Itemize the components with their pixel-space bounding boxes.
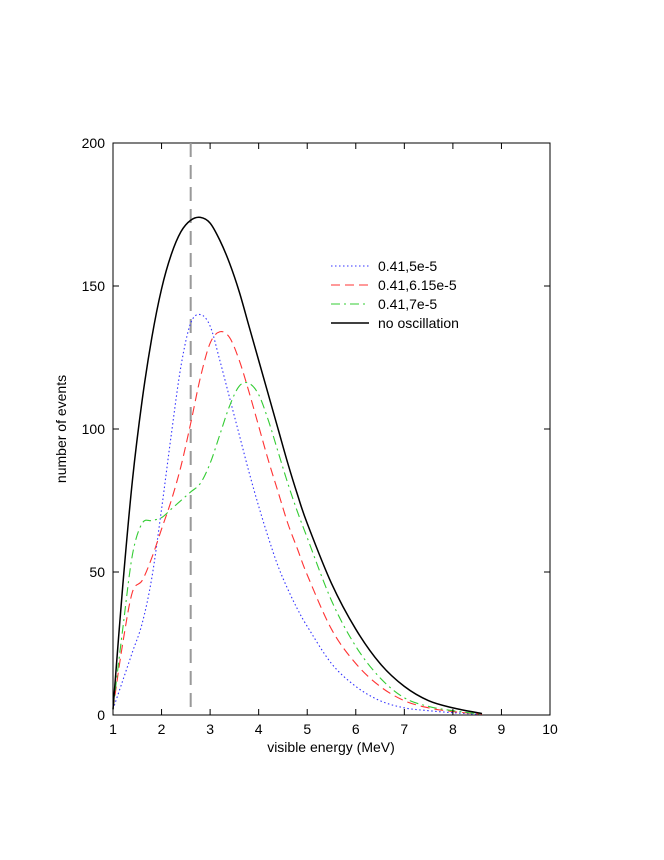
- legend: 0.41,5e-5 0.41,6.15e-5 0.41,7e-5 no oscilla…: [331, 258, 459, 331]
- series-layer: [112, 216, 483, 715]
- y-tick-label: 200: [82, 135, 106, 151]
- x-tick-label: 6: [352, 721, 360, 737]
- x-tick-label: 7: [400, 721, 408, 737]
- x-tick-label: 4: [255, 721, 263, 737]
- x-ticks: 1 2 3 4 5 6 7 8 9 10: [109, 143, 558, 737]
- legend-label-1: 0.41,6.15e-5: [378, 277, 457, 293]
- legend-label-3: no oscillation: [378, 315, 459, 331]
- y-tick-label: 150: [82, 278, 106, 294]
- series-line-3: [112, 216, 483, 715]
- y-tick-label: 0: [97, 707, 105, 723]
- x-tick-label: 8: [449, 721, 457, 737]
- x-axis-label: visible energy (MeV): [267, 739, 395, 755]
- y-ticks: 0 50 100 150 200: [82, 135, 550, 723]
- x-tick-label: 5: [303, 721, 311, 737]
- x-tick-label: 2: [158, 721, 166, 737]
- y-tick-label: 50: [89, 564, 105, 580]
- legend-label-0: 0.41,5e-5: [378, 258, 437, 274]
- series-line-1: [112, 330, 483, 715]
- series-line-0: [112, 313, 483, 715]
- y-tick-label: 100: [82, 421, 106, 437]
- x-tick-label: 3: [206, 721, 214, 737]
- x-tick-label: 10: [542, 721, 558, 737]
- legend-label-2: 0.41,7e-5: [378, 296, 437, 312]
- y-axis-label: number of events: [53, 375, 69, 483]
- x-tick-label: 1: [109, 721, 117, 737]
- x-tick-label: 9: [498, 721, 506, 737]
